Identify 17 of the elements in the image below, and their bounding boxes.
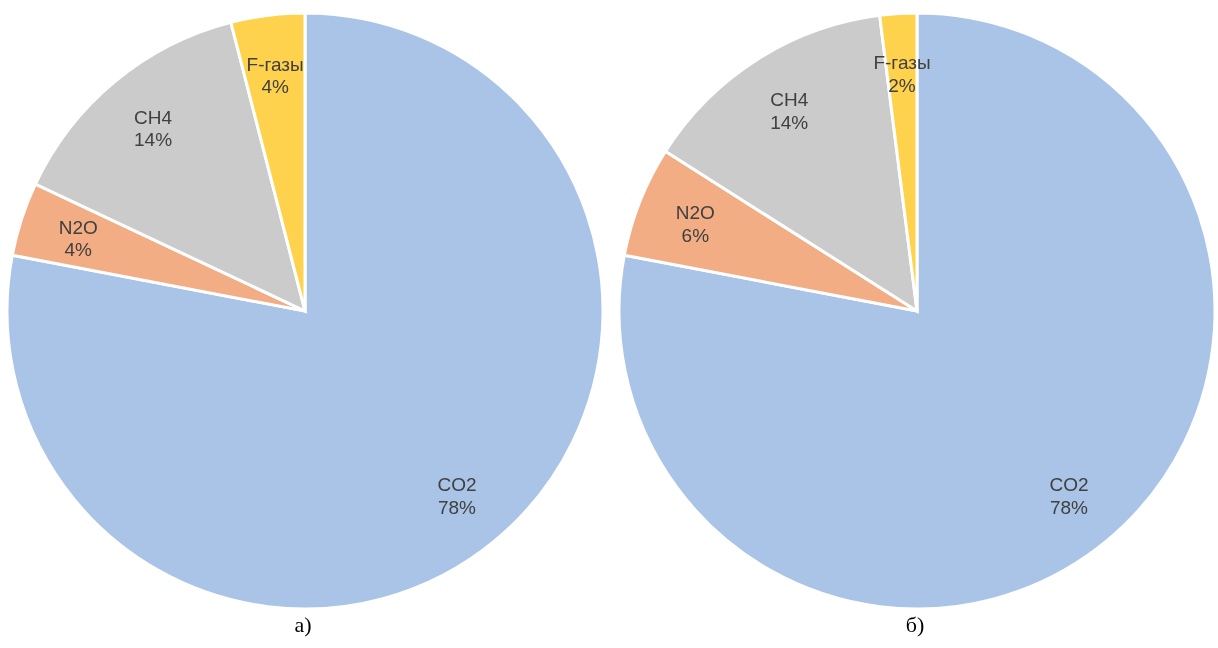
- pie-slice: [6, 11, 605, 611]
- slice-label: CH4: [770, 88, 809, 110]
- slice-label: CO2: [1049, 473, 1089, 495]
- text: а): [293, 612, 313, 638]
- data-label: 14%: [134, 129, 173, 151]
- data-label: 14%: [770, 111, 809, 133]
- data-label: 4%: [64, 239, 93, 261]
- text: б): [904, 612, 926, 638]
- slice-label: N2O: [58, 216, 98, 238]
- data-label: 78%: [1049, 496, 1089, 518]
- slice-label: CO2: [437, 473, 477, 495]
- slice-label: F-газы: [246, 53, 304, 75]
- slice-label: N2O: [675, 202, 715, 224]
- data-label: 78%: [437, 496, 477, 518]
- slice-label: CH4: [134, 106, 173, 128]
- data-label: 4%: [261, 76, 289, 98]
- data-label: 6%: [681, 225, 710, 247]
